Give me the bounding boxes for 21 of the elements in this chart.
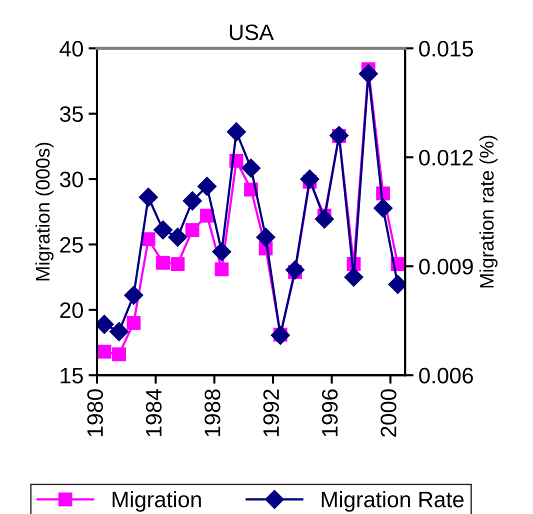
- y-tick-label: 20: [60, 302, 83, 318]
- y-axis-title: Migration (000s): [35, 142, 54, 280]
- y2-tick-label: 0.015: [419, 40, 473, 57]
- x-tick-label: 2000: [380, 389, 396, 437]
- y-tick-label: 40: [60, 40, 83, 57]
- y-tick-label: 35: [60, 106, 83, 122]
- y-tick-label: 15: [60, 368, 83, 384]
- chart-title: USA: [230, 24, 274, 40]
- x-tick-label: 1996: [322, 389, 338, 436]
- x-tick-label: 1992: [263, 390, 280, 436]
- x-tick-label: 1980: [87, 389, 103, 436]
- y-tick-label: 25: [60, 236, 83, 253]
- x-tick-label: 1984: [146, 389, 162, 436]
- y2-axis-title: Migration rate (%): [479, 136, 498, 288]
- y-tick-label: 30: [60, 172, 83, 188]
- y2-tick-label: 0.012: [419, 150, 473, 166]
- y2-tick-label: 0.009: [419, 258, 473, 275]
- y2-tick-label: 0.006: [419, 368, 473, 384]
- legend-label: Migration: [112, 491, 201, 512]
- legend-label: Migration Rate: [322, 491, 464, 512]
- x-tick-label: 1988: [204, 389, 220, 436]
